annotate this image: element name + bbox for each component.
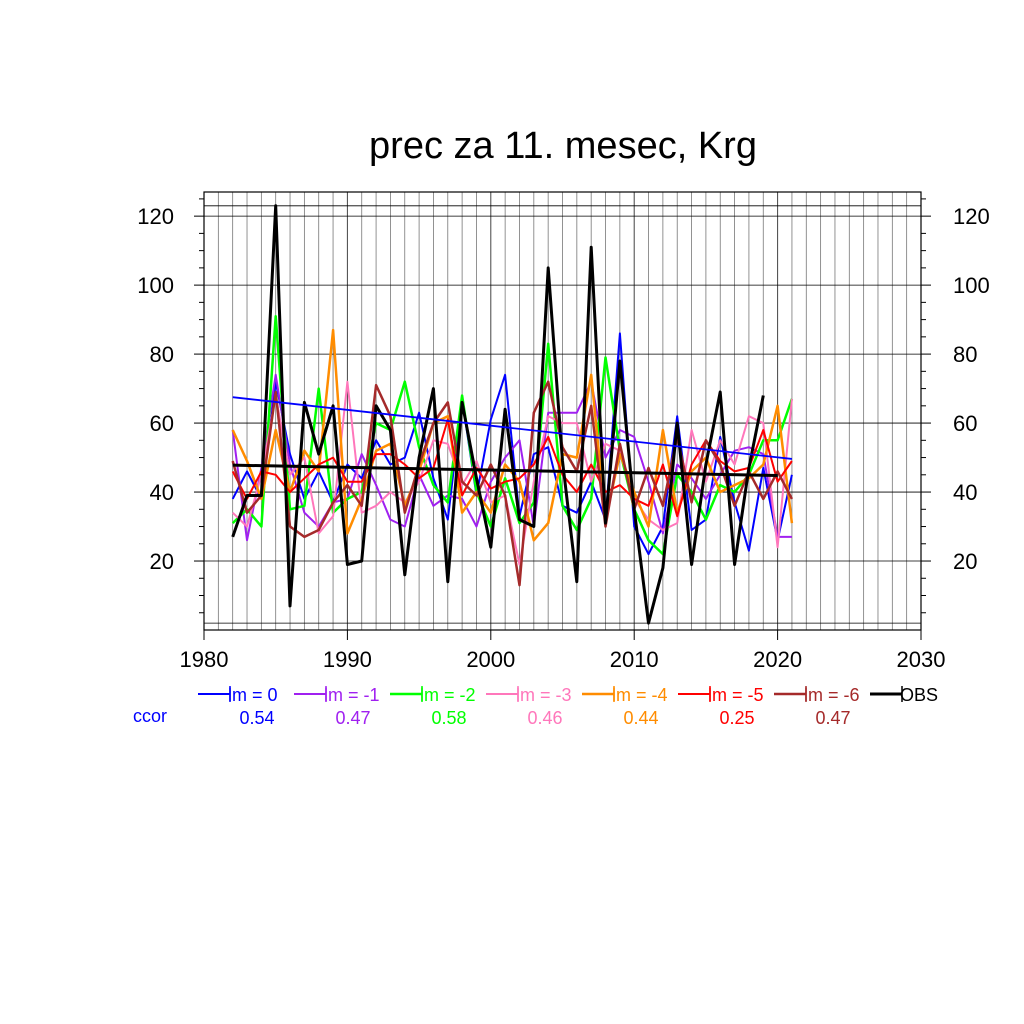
y-tick-label-right: 120 [953,204,990,229]
series-line-lm-3 [232,380,793,566]
ccor-value: 0.44 [623,708,658,728]
y-tick-label-left: 40 [150,480,174,505]
ccor-value: 0.47 [815,708,850,728]
legend-label: lm = -2 [420,685,476,705]
series-line-obs [231,204,765,625]
ccor-value: 0.47 [335,708,370,728]
x-tick-label: 1990 [323,647,372,672]
legend: lm = 0 0.54 lm = -1 0.47 lm = -2 0.58 lm = -3 0… [133,685,938,728]
x-tick-label: 2030 [897,647,946,672]
ccor-value: 0.46 [527,708,562,728]
legend-label: OBS [900,685,938,705]
y-tick-label-left: 100 [137,273,174,298]
series-line-lm-6 [231,380,794,587]
y-tick-label-left: 60 [150,411,174,436]
legend-label: lm = -4 [612,685,668,705]
y-tick-label-right: 40 [953,480,977,505]
ccor-label: ccor [133,706,167,726]
x-tick-label: 2010 [610,647,659,672]
ccor-value: 0.58 [431,708,466,728]
x-tick-label: 1980 [180,647,229,672]
ccor-value: 0.54 [239,708,274,728]
y-tick-label-right: 80 [953,342,977,367]
y-tick-label-left: 20 [150,549,174,574]
chart-title: prec za 11. mesec, Krg [369,125,757,167]
legend-label: lm = -5 [708,685,764,705]
legend-label: lm = -3 [516,685,572,705]
y-tick-label-right: 20 [953,549,977,574]
y-tick-label-right: 60 [953,411,977,436]
trend-line [232,396,793,460]
legend-label: lm = -6 [804,685,860,705]
series-line-lm-5 [231,418,793,518]
ccor-value: 0.25 [719,708,754,728]
legend-label: lm = 0 [228,685,278,705]
x-tick-label: 2000 [466,647,515,672]
legend-label: lm = -1 [324,685,380,705]
y-tick-label-right: 100 [953,273,990,298]
x-tick-label: 2020 [753,647,802,672]
trend-line [232,463,778,477]
y-tick-label-left: 120 [137,204,174,229]
plot-frame [203,191,922,631]
y-tick-label-left: 80 [150,342,174,367]
